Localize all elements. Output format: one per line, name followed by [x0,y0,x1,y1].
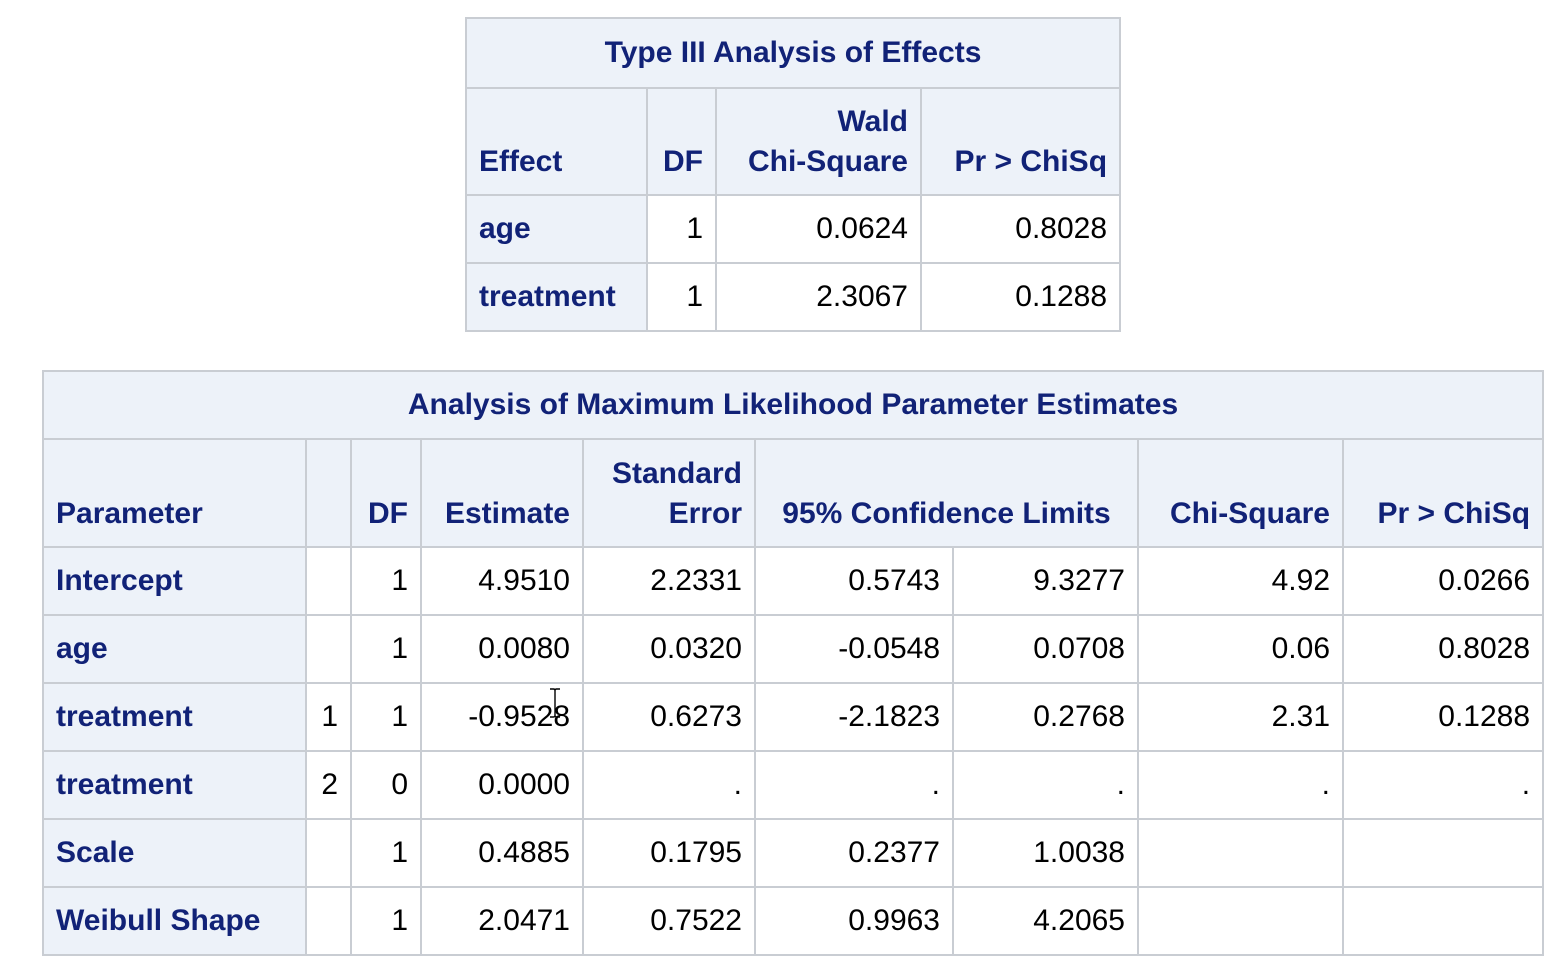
cell-lower-limit: 0.2377 [754,818,954,888]
row-parameter: Intercept [42,546,307,616]
col-header-standard-error: Standard Error [582,438,756,548]
cell-estimate: -0.9528 [420,682,584,752]
cell-df: 1 [646,194,717,264]
cell-estimate: 0.0000 [420,750,584,820]
cell-standard-error: 0.1795 [582,818,756,888]
cell-pr-chisq [1341,886,1545,956]
cell-lower-limit: 0.5743 [754,546,954,616]
cell-standard-error: 0.6273 [582,682,756,752]
cell-upper-limit: 0.0708 [952,614,1139,684]
cell-chi-square: 2.31 [1137,682,1344,752]
cell-standard-error: . [582,750,756,820]
cell-df: 1 [350,682,422,752]
cell-chi-square: . [1137,750,1344,820]
row-parameter: treatment [42,682,307,752]
cell-pr-chisq [1341,818,1545,888]
cell-lower-limit: -0.0548 [754,614,954,684]
cell-chi-square [1137,886,1344,956]
effects-table-title: Type III Analysis of Effects [464,17,1122,89]
cell-pr-chisq: 0.1288 [1341,682,1545,752]
cell-lower-limit: -2.1823 [754,682,954,752]
cell-standard-error: 0.7522 [582,886,756,956]
cell-chi-square: 0.06 [1137,614,1344,684]
cell-wald-chisq: 2.3067 [715,262,922,332]
cell-level: 2 [305,750,352,820]
row-parameter: age [42,614,307,684]
cell-pr-chisq: 0.0266 [1341,546,1545,616]
table-row: Intercept 1 4.9510 2.2331 0.5743 9.3277 … [42,546,1545,616]
cell-level [305,614,352,684]
table-row: treatment 1 1 -0.9528 0.6273 -2.1823 0.2… [42,682,1545,752]
col-header-effect: Effect [465,87,648,196]
col-header-pr-chisq: Pr > ChiSq [1341,438,1545,548]
col-header-se-line2: Error [668,497,742,530]
row-parameter: Weibull Shape [42,886,307,956]
row-parameter: Scale [42,818,307,888]
type3-effects-table: Type III Analysis of Effects Effect DF W… [464,17,1122,332]
col-header-wald-line2: Chi-Square [747,145,908,178]
cell-wald-chisq: 0.0624 [715,194,922,264]
col-header-df: DF [646,87,717,196]
cell-estimate: 4.9510 [420,546,584,616]
cell-pr-chisq: . [1341,750,1545,820]
cell-standard-error: 2.2331 [582,546,756,616]
cell-estimate: 2.0471 [420,886,584,956]
cell-chi-square: 4.92 [1137,546,1344,616]
cell-lower-limit: 0.9963 [754,886,954,956]
col-header-level [305,438,352,548]
col-header-estimate: Estimate [420,438,584,548]
table-row: age 1 0.0080 0.0320 -0.0548 0.0708 0.06 … [42,614,1545,684]
cell-pr-chisq: 0.8028 [1341,614,1545,684]
cell-pr-chisq: 0.8028 [919,194,1122,264]
cell-df: 1 [350,886,422,956]
cell-upper-limit: . [952,750,1139,820]
cell-upper-limit: 1.0038 [952,818,1139,888]
table-row: treatment 2 0 0.0000 . . . . . [42,750,1545,820]
col-header-wald-line1: Wald [837,105,908,138]
cell-upper-limit: 4.2065 [952,886,1139,956]
ml-estimates-table: Analysis of Maximum Likelihood Parameter… [41,370,1545,956]
cell-level [305,818,352,888]
cell-df: 1 [350,546,422,616]
cell-standard-error: 0.0320 [582,614,756,684]
col-header-se-line1: Standard [611,457,742,490]
cell-df: 1 [350,614,422,684]
cell-lower-limit: . [754,750,954,820]
row-effect: treatment [465,262,648,332]
col-header-wald-chisq: Wald Chi-Square [715,87,922,196]
cell-estimate: 0.4885 [420,818,584,888]
cell-df: 1 [646,262,717,332]
col-header-df: DF [350,438,422,548]
col-header-pr-chisq: Pr > ChiSq [919,87,1122,196]
cell-df: 1 [350,818,422,888]
table-row: Scale 1 0.4885 0.1795 0.2377 1.0038 [42,818,1545,888]
cell-pr-chisq: 0.1288 [919,262,1122,332]
col-header-confidence-limits: 95% Confidence Limits [754,438,1139,548]
col-header-chi-square: Chi-Square [1137,438,1344,548]
cell-estimate: 0.0080 [420,614,584,684]
cell-level [305,886,352,956]
table-row: treatment 1 2.3067 0.1288 [465,262,1122,332]
table-row: age 1 0.0624 0.8028 [465,194,1122,264]
cell-level: 1 [305,682,352,752]
estimates-table-title: Analysis of Maximum Likelihood Parameter… [41,370,1545,440]
cell-df: 0 [350,750,422,820]
cell-level [305,546,352,616]
row-parameter: treatment [42,750,307,820]
row-effect: age [465,194,648,264]
col-header-parameter: Parameter [42,438,307,548]
table-row: Weibull Shape 1 2.0471 0.7522 0.9963 4.2… [42,886,1545,956]
cell-chi-square [1137,818,1344,888]
cell-upper-limit: 9.3277 [952,546,1139,616]
cell-upper-limit: 0.2768 [952,682,1139,752]
